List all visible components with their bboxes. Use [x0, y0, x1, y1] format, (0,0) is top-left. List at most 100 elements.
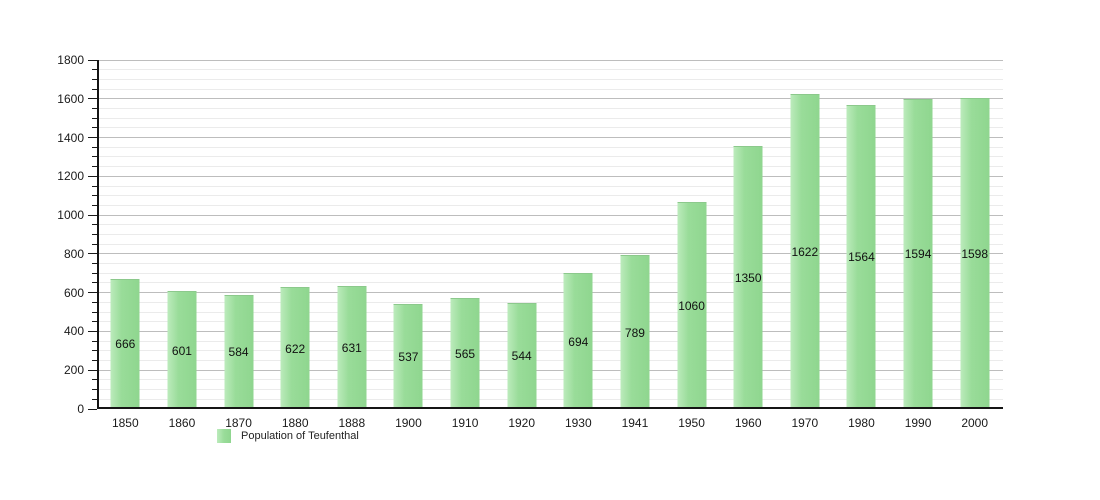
bar: 666 — [110, 278, 140, 409]
bar-value-label: 584 — [228, 345, 249, 360]
y-axis-label: 600 — [63, 285, 84, 300]
bar-value-label: 666 — [115, 337, 136, 352]
minor-gridline — [97, 321, 1003, 323]
bar: 1594 — [903, 98, 933, 409]
major-gridline — [97, 292, 1003, 294]
major-gridline — [97, 98, 1003, 100]
minor-gridline — [97, 69, 1003, 71]
y-tick — [88, 253, 97, 255]
y-tick — [92, 398, 97, 400]
y-axis-line — [97, 60, 99, 409]
y-tick — [92, 301, 97, 303]
minor-gridline — [97, 185, 1003, 187]
y-tick — [92, 379, 97, 381]
y-tick — [92, 272, 97, 274]
minor-gridline — [97, 263, 1003, 265]
plot-area: 0 200 400 600 800 1000 1200 1400 1600 1800 666 1850… — [57, 54, 1003, 430]
x-axis-label: 1850 — [111, 416, 139, 430]
y-tick — [92, 127, 97, 129]
minor-gridline — [97, 146, 1003, 148]
major-gridline — [97, 175, 1003, 177]
minor-gridline — [97, 88, 1003, 90]
bar: 694 — [563, 273, 593, 409]
major-gridline — [97, 137, 1003, 139]
y-tick — [92, 234, 97, 235]
x-axis-label: 2000 — [961, 416, 989, 430]
x-axis-label: 1960 — [734, 416, 762, 430]
y-axis-label: 1800 — [57, 53, 84, 67]
minor-gridline — [97, 117, 1003, 119]
bar: 1060 — [677, 202, 707, 409]
bar: 622 — [280, 287, 310, 409]
minor-gridline — [97, 272, 1003, 274]
x-axis-label: 1860 — [168, 416, 196, 430]
y-tick — [92, 311, 97, 313]
bar-value-label: 565 — [455, 347, 476, 362]
x-axis-label: 1880 — [281, 416, 309, 430]
y-axis-label: 1000 — [57, 208, 84, 223]
y-tick — [92, 321, 97, 323]
major-gridline — [97, 330, 1003, 332]
bar: 601 — [167, 291, 197, 409]
minor-gridline — [97, 224, 1003, 226]
y-tick — [92, 263, 97, 265]
y-tick — [88, 408, 97, 410]
minor-gridline — [97, 204, 1003, 206]
x-axis-label: 1920 — [508, 416, 536, 430]
minor-gridline — [97, 301, 1003, 303]
bar: 1622 — [790, 93, 820, 409]
y-axis-label: 800 — [63, 246, 84, 261]
bar: 544 — [507, 302, 537, 409]
major-gridline — [97, 214, 1003, 216]
minor-gridline — [97, 234, 1003, 235]
bar-value-label: 544 — [511, 349, 532, 364]
bar: 631 — [337, 285, 367, 409]
bar-value-label: 537 — [398, 349, 419, 364]
x-axis-label: 1950 — [678, 416, 705, 430]
bar-value-label: 622 — [285, 341, 306, 356]
y-axis-label: 400 — [63, 324, 84, 339]
bar: 1350 — [733, 146, 763, 409]
bar-value-label: 1594 — [904, 247, 932, 262]
bar: 537 — [393, 303, 423, 409]
x-axis-label: 1930 — [564, 416, 592, 430]
minor-gridline — [97, 127, 1003, 129]
x-axis-label: 1870 — [225, 416, 252, 430]
x-axis-label: 1990 — [904, 416, 932, 430]
y-tick — [92, 360, 97, 362]
bar: 1564 — [846, 104, 876, 409]
major-gridline — [97, 253, 1003, 255]
x-axis-line — [97, 407, 1003, 409]
legend-swatch — [217, 429, 231, 443]
minor-gridline — [97, 389, 1003, 391]
y-tick — [92, 204, 97, 206]
minor-gridline — [97, 340, 1003, 342]
y-tick — [92, 282, 97, 284]
x-axis-label: 1888 — [338, 416, 366, 430]
minor-gridline — [97, 166, 1003, 168]
minor-gridline — [97, 156, 1003, 158]
y-tick — [92, 117, 97, 119]
bar-value-label: 1622 — [791, 244, 819, 259]
y-tick — [88, 292, 97, 294]
major-gridline — [97, 369, 1003, 371]
y-axis-label: 1400 — [57, 130, 84, 145]
y-axis-label: 0 — [77, 402, 84, 416]
y-tick — [92, 107, 97, 109]
bar-value-label: 1564 — [848, 250, 875, 265]
y-tick — [88, 369, 97, 371]
x-axis-label: 1970 — [791, 416, 819, 430]
minor-gridline — [97, 107, 1003, 109]
minor-gridline — [97, 311, 1003, 313]
minor-gridline — [97, 398, 1003, 400]
bar-value-label: 631 — [341, 340, 362, 355]
y-tick — [92, 156, 97, 158]
x-axis-label: 1980 — [848, 416, 875, 430]
y-tick — [92, 166, 97, 168]
y-tick — [88, 137, 97, 139]
y-axis-label: 1600 — [57, 91, 84, 106]
bar-value-label: 1060 — [678, 299, 705, 314]
y-tick — [92, 340, 97, 342]
y-tick — [88, 175, 97, 177]
